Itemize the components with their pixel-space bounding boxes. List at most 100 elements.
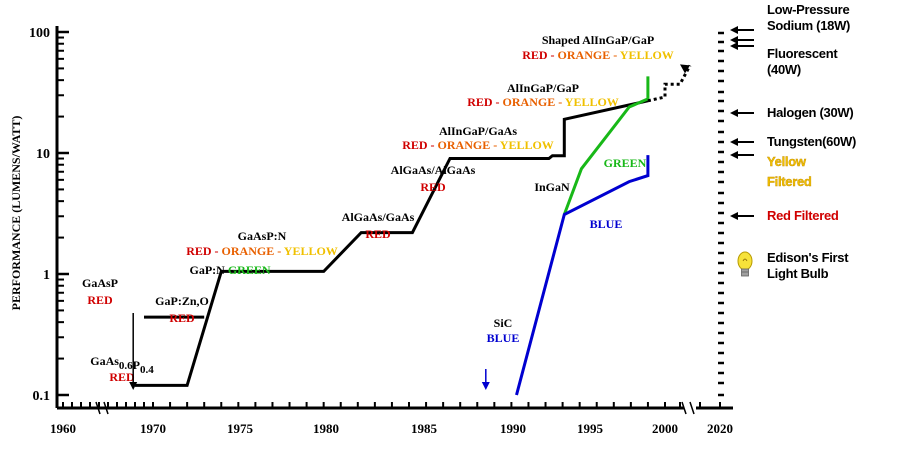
y-ticks: 0.1 1 10 100	[29, 26, 69, 404]
annotation: GaP:N GREEN	[189, 263, 270, 277]
reference-label: Filtered	[767, 174, 812, 189]
annotation-line: GaP:Zn,O	[155, 294, 209, 308]
annotation-span: ORANGE	[438, 138, 491, 152]
reference-label: Tungsten(60W)	[767, 134, 856, 149]
annotation-line: InGaN	[534, 180, 570, 194]
reference-arrowhead	[730, 151, 738, 159]
annotation-span: AlInGaP/GaAs	[439, 124, 517, 138]
annotation-span: RED	[109, 370, 135, 384]
reference-source: Yellow Filtered	[730, 151, 812, 189]
annotation-line: RED - ORANGE - YELLOW	[522, 48, 674, 62]
annotation-span: RED	[522, 48, 548, 62]
annotation-span: -	[212, 244, 222, 258]
x-tick-label: 1970	[140, 421, 166, 436]
annotation-span: GaAsP:N	[238, 229, 287, 243]
annotation-span: 0.6	[119, 360, 133, 372]
x-tick-label: 1990	[500, 421, 526, 436]
annotation-span: YELLOW	[620, 48, 674, 62]
annotation-line: GaAsP:N	[238, 229, 287, 243]
reference-label: Red Filtered	[767, 208, 839, 223]
annotation-span: AlGaAs/AlGaAs	[391, 163, 476, 177]
annotation-line: AlGaAs/AlGaAs	[391, 163, 476, 177]
x-tick-label: 1985	[411, 421, 438, 436]
annotation: BLUE	[590, 217, 623, 231]
annotation-span: BLUE	[590, 217, 623, 231]
y-tick-label: 0.1	[33, 389, 51, 404]
x-tick-label: 2020	[707, 421, 733, 436]
annotation-line: AlInGaP/GaP	[507, 81, 579, 95]
annotation-span: RED	[402, 138, 428, 152]
reference-label: Fluorescent	[767, 46, 838, 61]
annotation-span: RED	[420, 180, 446, 194]
annotation: GaP:Zn,O RED	[155, 294, 209, 325]
blue-series-line	[515, 155, 650, 396]
annotation: InGaN	[534, 180, 570, 194]
green-series-line	[562, 76, 650, 216]
annotation-line: BLUE	[487, 331, 520, 345]
annotation: GaAsP RED	[82, 276, 118, 307]
annotation-span: GaAs	[90, 354, 119, 368]
projection-arrowhead	[680, 64, 690, 74]
reference-label: (40W)	[767, 62, 801, 77]
annotation-line: GREEN	[604, 156, 647, 170]
annotation-span: GaP:Zn,O	[155, 294, 209, 308]
annotation: AlGaAs/AlGaAs RED	[391, 163, 476, 194]
annotation-span: YELLOW	[500, 138, 554, 152]
x-tick-label: 2000	[652, 421, 678, 436]
x-tick-label: 1975	[227, 421, 254, 436]
annotation-span: GaP:N	[189, 263, 227, 277]
annotation-line: GaAs0.6P0.4	[90, 354, 154, 376]
lightbulb-base	[741, 268, 749, 277]
annotation-line: RED - ORANGE - YELLOW	[467, 95, 619, 109]
annotation-line: SiC	[494, 316, 513, 330]
reference-label: Edison's First	[767, 250, 849, 265]
reference-source: Red Filtered	[730, 208, 839, 223]
reference-source: Halogen (30W)	[730, 105, 854, 120]
annotation-span: 0.4	[140, 364, 154, 376]
annotation-span: -	[493, 95, 503, 109]
y-axis-label: PERFORMANCE (LUMENS/WATT)	[9, 116, 23, 311]
reference-arrowhead	[730, 26, 738, 34]
annotation-span: RED	[169, 311, 195, 325]
annotation-line: Shaped AlInGaP/GaP	[542, 33, 654, 47]
reference-arrowhead	[730, 42, 738, 50]
annotation-line: RED	[420, 180, 446, 194]
annotation-line: RED	[169, 311, 195, 325]
event-arrows-group	[129, 313, 490, 390]
annotation-line: RED	[109, 370, 135, 384]
lightbulb-glass	[737, 251, 753, 271]
annotation-line: RED - ORANGE - YELLOW	[402, 138, 554, 152]
annotation-span: InGaN	[534, 180, 570, 194]
annotation-span: BLUE	[487, 331, 520, 345]
event-arrowhead	[481, 382, 490, 390]
x-tick-label: 1980	[313, 421, 339, 436]
y-tick-label: 1	[43, 268, 50, 283]
y-tick-label: 10	[36, 147, 50, 162]
annotation-span: RED	[87, 293, 113, 307]
lightbulb-icon	[737, 251, 753, 277]
y-axis-label-group: PERFORMANCE (LUMENS/WATT)	[9, 116, 23, 311]
annotation-line: RED - ORANGE - YELLOW	[186, 244, 338, 258]
annotation-span: ORANGE	[558, 48, 611, 62]
reference-label: Low-Pressure	[767, 2, 849, 17]
reference-label: Yellow	[767, 154, 807, 169]
annotation-span: GaAsP	[82, 276, 118, 290]
annotation-line: AlGaAs/GaAs	[342, 210, 415, 224]
annotation-span: -	[490, 138, 500, 152]
projection-line	[647, 64, 692, 103]
annotation-span: RED	[365, 227, 391, 241]
annotation-span: SiC	[494, 316, 513, 330]
annotation: GREEN	[604, 156, 647, 170]
annotation-line: RED	[365, 227, 391, 241]
reference-axis	[718, 31, 724, 397]
annotation-span: P	[133, 358, 140, 372]
annotation-span: -	[610, 48, 620, 62]
x-tick-label: 1960	[50, 421, 76, 436]
black-series-line	[135, 99, 649, 387]
